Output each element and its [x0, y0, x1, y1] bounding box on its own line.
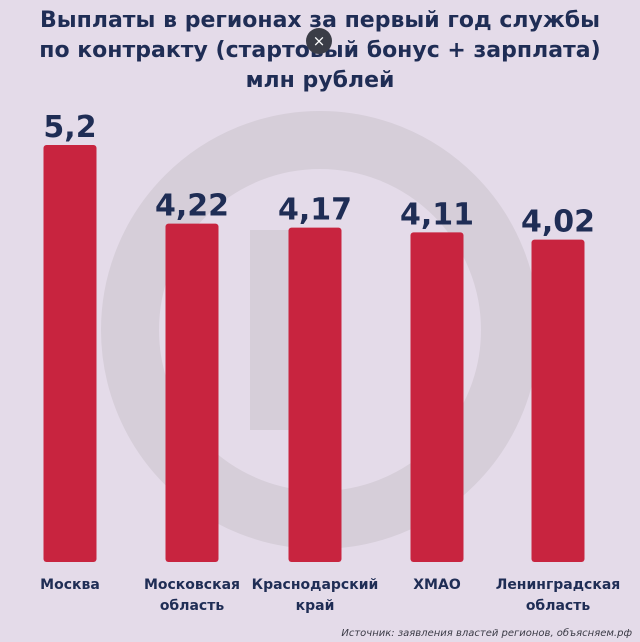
category-label-1-0: Московская	[144, 577, 240, 593]
category-label-4-0: Ленинградская	[496, 577, 621, 593]
category-label-2-1: край	[296, 598, 335, 614]
bar-3	[410, 232, 464, 563]
close-button[interactable]: ×	[306, 28, 332, 54]
bar-2	[288, 227, 342, 562]
bars	[43, 145, 585, 563]
category-label-0-0: Москва	[40, 577, 100, 593]
category-label-3-0: ХМАО	[413, 577, 461, 593]
close-icon: ×	[312, 32, 326, 50]
category-labels: Москва Московская область Краснодарский край…	[40, 577, 620, 614]
value-label-1: 4,22	[155, 189, 229, 224]
bar-0	[43, 145, 97, 562]
value-label-2: 4,17	[278, 193, 352, 228]
bar-1	[165, 223, 219, 563]
category-label-4-1: область	[526, 598, 591, 614]
value-label-4: 4,02	[521, 205, 595, 240]
value-label-0: 5,2	[43, 110, 96, 145]
value-labels: 5,2 4,22 4,17 4,11 4,02	[43, 110, 595, 240]
bar-4	[531, 239, 585, 562]
category-label-1-1: область	[160, 598, 225, 614]
chart-title-line-3: млн рублей	[245, 68, 395, 93]
source-note: Источник: заявления властей регионов, об…	[341, 628, 632, 639]
watermark-stem	[250, 230, 290, 430]
category-label-2-0: Краснодарский	[252, 577, 379, 593]
value-label-3: 4,11	[400, 197, 474, 232]
